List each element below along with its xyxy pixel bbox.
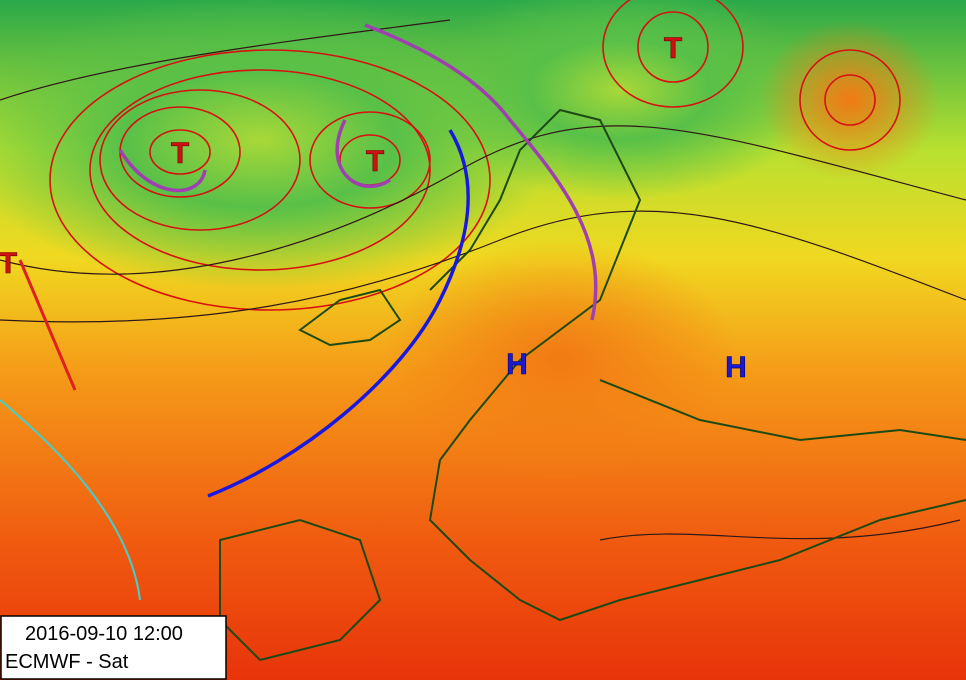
line: [0, 399, 141, 601]
info-box: 2016-09-10 12:00 ECMWF - Sat: [0, 615, 227, 680]
trough: [18, 259, 77, 391]
low-label: T: [171, 137, 189, 170]
occluded-front: [118, 149, 207, 193]
moisture-field: [0, 0, 560, 290]
low-label: T: [366, 145, 384, 178]
occluded-front: [364, 23, 598, 321]
isobars: [0, 0, 966, 541]
warm-field: [760, 20, 940, 180]
occluded-front: [335, 119, 391, 188]
model-name: ECMWF - Sat: [5, 651, 129, 673]
info-box-frame: [0, 615, 227, 680]
cold-front: [207, 129, 470, 498]
warm-field: [380, 240, 740, 480]
low-label: T: [0, 247, 17, 280]
low-label: T: [664, 32, 682, 65]
valid-time: 2016-09-10 12:00: [25, 623, 183, 645]
coastlines: [219, 108, 966, 662]
high-label: H: [506, 348, 528, 381]
fronts: [0, 23, 598, 601]
high-label: H: [725, 351, 747, 384]
